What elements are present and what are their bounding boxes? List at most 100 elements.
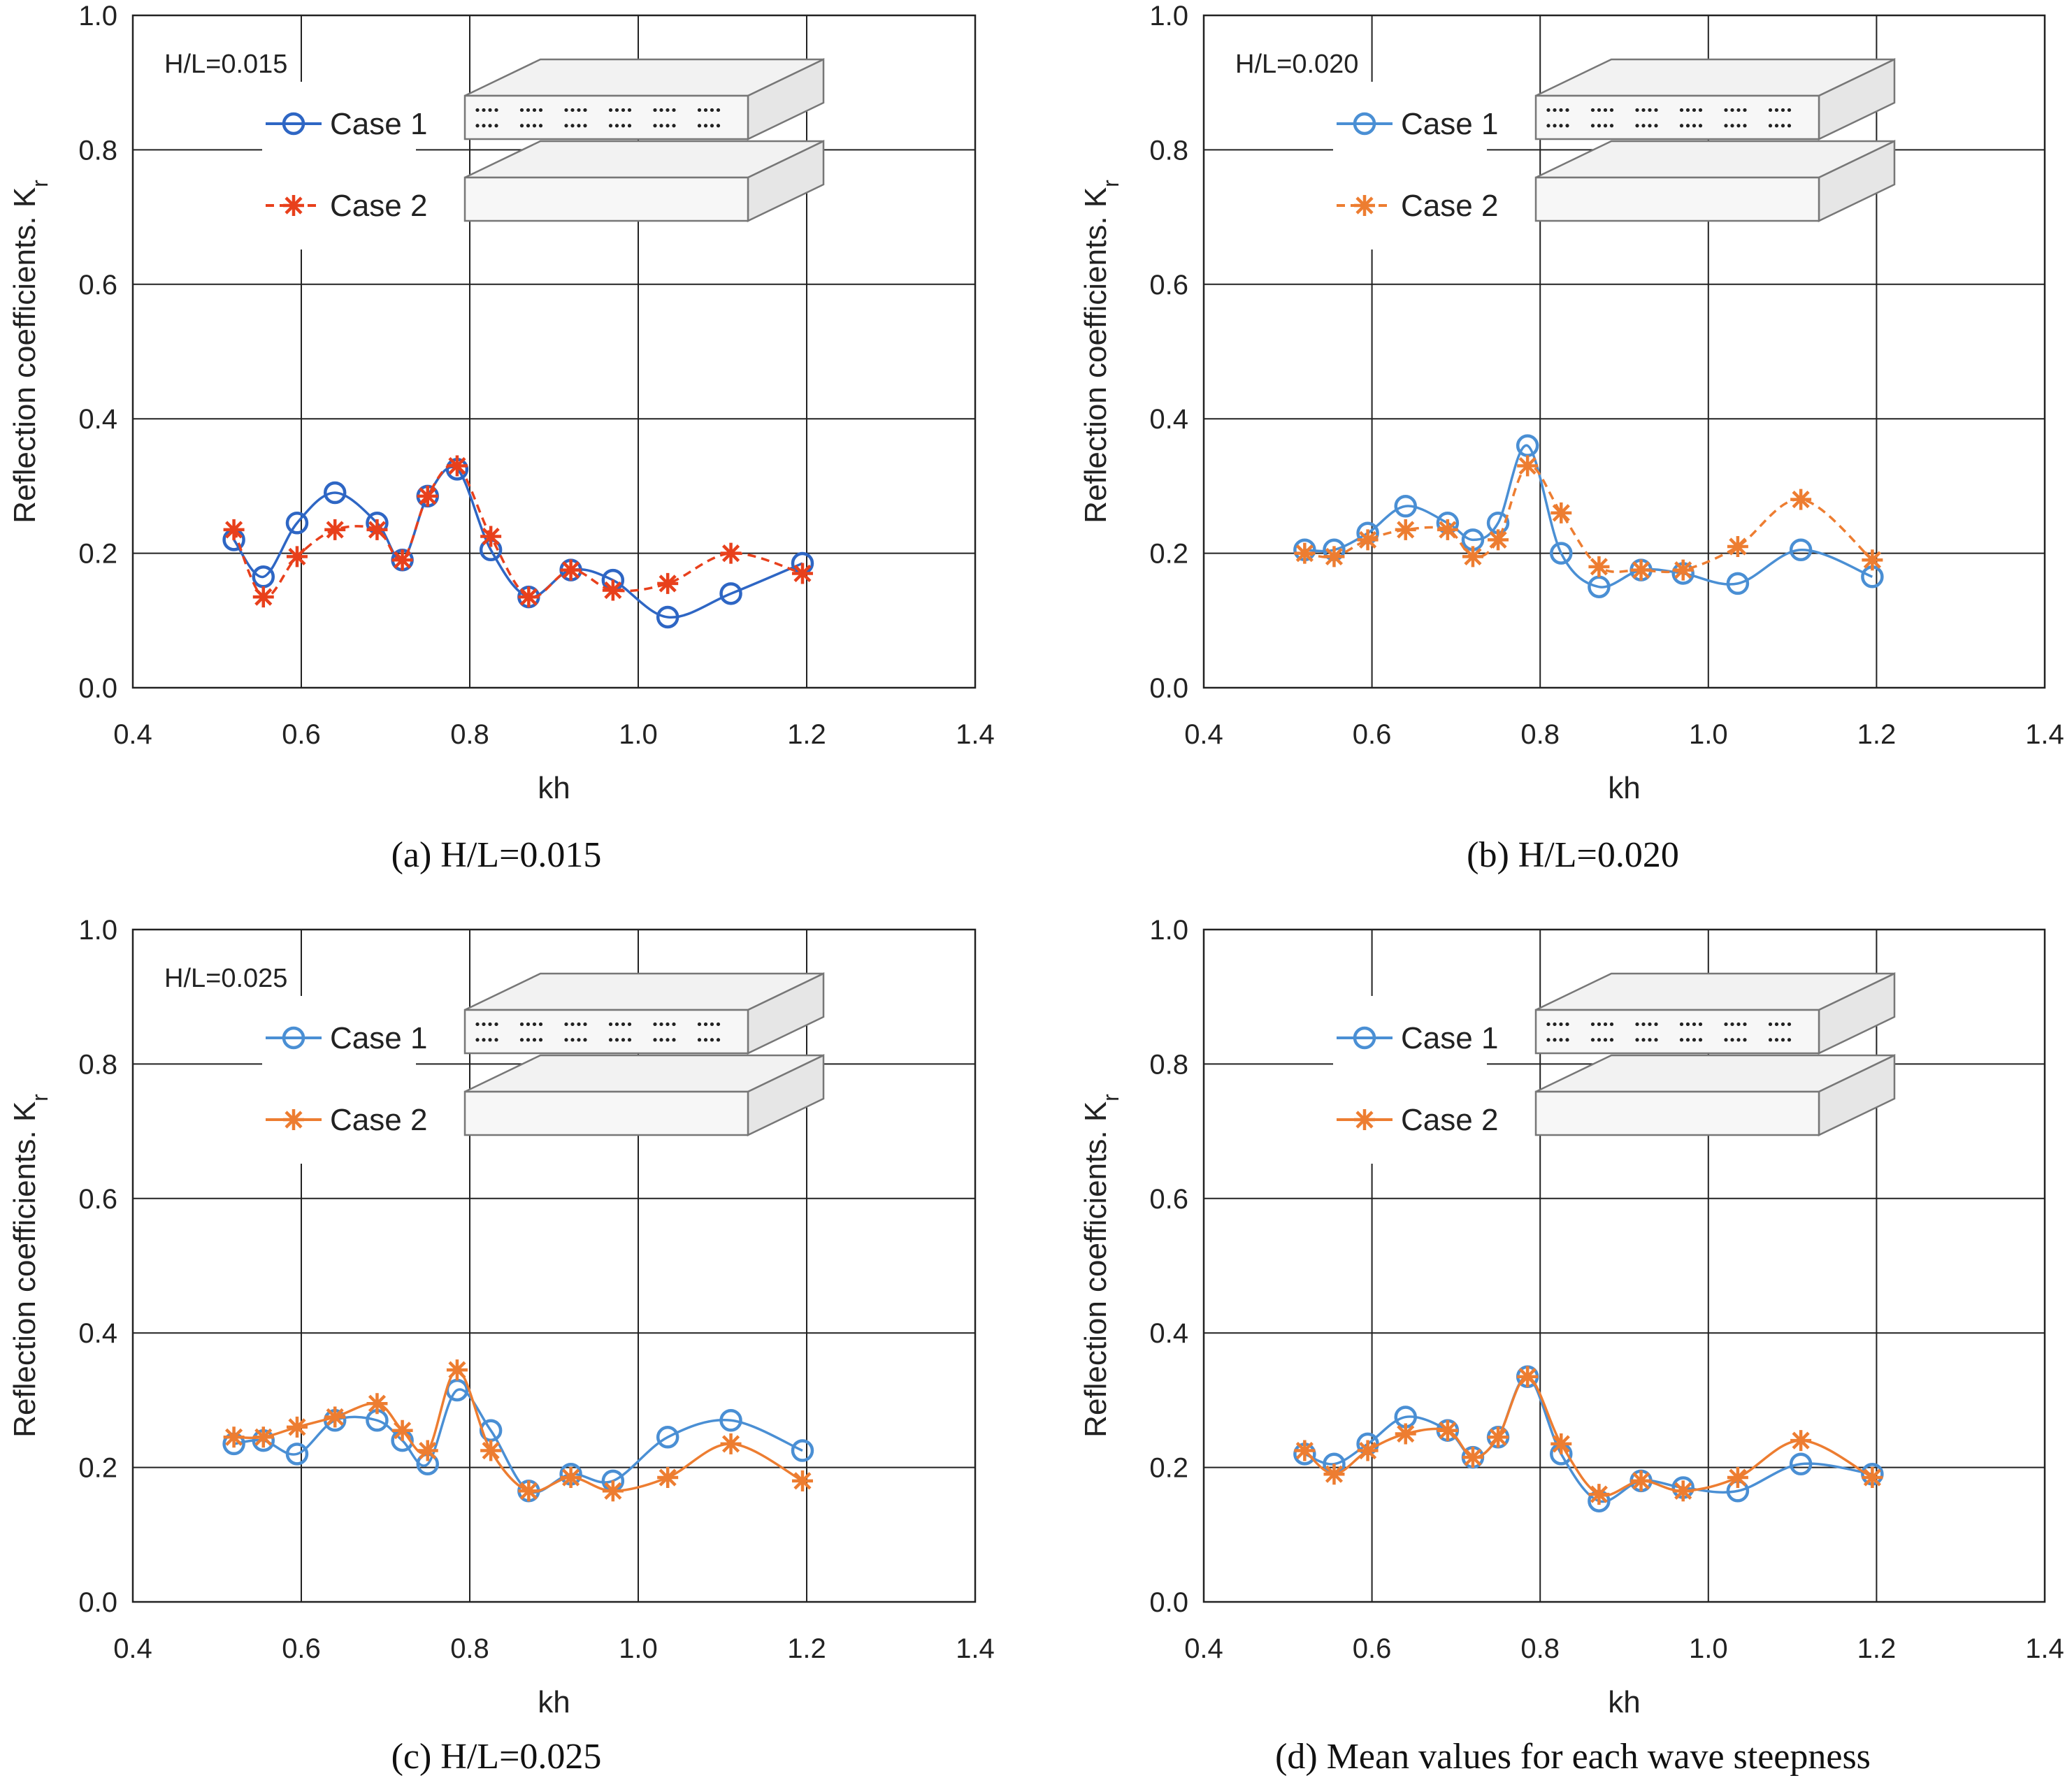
perforation-hole (1597, 1038, 1602, 1042)
perforation-hole (583, 1022, 587, 1027)
perforation-hole (672, 1022, 676, 1027)
data-point-circle (285, 1443, 309, 1466)
data-point-star (791, 1470, 813, 1491)
box-front-face (1534, 1009, 1820, 1055)
perforation-hole (1698, 1022, 1703, 1027)
data-point-star (417, 485, 438, 507)
perforation-hole (1597, 1022, 1602, 1027)
legend-entry-2: Case 2 (1337, 1103, 1498, 1137)
perforation-hole (703, 1038, 708, 1042)
box-front-face (463, 94, 749, 140)
series-1 (222, 458, 814, 629)
perforation-hole (1692, 1022, 1697, 1027)
data-point-star (417, 1440, 438, 1461)
data-point-star (286, 546, 308, 568)
y-tick-label: 1.0 (1149, 915, 1188, 946)
perforation-hole (710, 1038, 714, 1042)
x-tick-label: 0.8 (1520, 719, 1560, 750)
data-point-circle (656, 605, 679, 629)
perforation-hole (1565, 1022, 1569, 1027)
perforation-hole (1565, 1038, 1569, 1042)
legend-marker-circle (1353, 1026, 1376, 1050)
data-point-star (252, 1426, 274, 1448)
legend-entry-1: Case 1 (266, 1021, 427, 1055)
perforation-hole (1603, 1022, 1608, 1027)
perforation-hole (1546, 1022, 1550, 1027)
legend-marker-circle (1353, 112, 1376, 136)
perforation-hole (577, 124, 581, 128)
plot-frame (1202, 14, 2046, 689)
perforation-hole (621, 124, 626, 128)
legend-background (1333, 82, 1487, 250)
x-tick-label: 1.2 (787, 1633, 826, 1664)
perforation-hole (1609, 124, 1614, 128)
data-point-star (1437, 1419, 1458, 1441)
x-tick-label: 0.4 (1184, 719, 1223, 750)
perforation-hole (1565, 108, 1569, 113)
perforation-hole (697, 1022, 702, 1027)
perforation-hole (614, 108, 619, 113)
panel-caption: (b) H/L=0.020 (1467, 835, 1679, 875)
perforation-hole (1679, 1022, 1684, 1027)
perforation-hole (494, 1038, 498, 1042)
box-front-face (1534, 176, 1820, 222)
y-tick-label: 0.6 (78, 1184, 117, 1215)
perforation-hole (653, 1038, 657, 1042)
data-point-star (1488, 529, 1509, 551)
x-tick-label: 0.6 (1353, 719, 1392, 750)
y-axis-label-subscript: r (27, 180, 52, 187)
data-point-star (1630, 1470, 1652, 1491)
data-point-star (720, 1433, 742, 1454)
perforation-hole (1768, 124, 1773, 128)
chart-panel-a: 0.4 0.6 0.8 1.0 1.2 1.4 0.0 0.2 0.4 0.6 0.8 1.0 kh Re… (8, 1, 995, 875)
perforation-hole (1780, 1038, 1785, 1042)
perforation-hole (1641, 1022, 1646, 1027)
data-point-star (391, 549, 413, 571)
y-tick-label: 0.2 (1149, 539, 1188, 570)
y-axis-label: Reflection coefficients. Kr (1079, 1094, 1123, 1438)
data-point-star (518, 1480, 540, 1502)
perforation-hole (526, 1022, 531, 1027)
steepness-annotation: H/L=0.020 (1235, 50, 1358, 79)
y-tick-label: 0.0 (78, 1587, 117, 1618)
perforation-hole (703, 1022, 708, 1027)
legend-label: Case 1 (330, 1021, 427, 1055)
perforation-hole (1553, 108, 1557, 113)
data-point-star (1672, 559, 1694, 581)
perforation-hole (710, 124, 714, 128)
perforation-hole (665, 1022, 670, 1027)
data-point-circle (719, 582, 742, 605)
data-point-star (560, 1467, 582, 1489)
x-tick-label: 1.0 (1689, 1633, 1728, 1664)
x-tick-label: 1.4 (956, 719, 995, 750)
perforation-hole (475, 108, 480, 113)
solid-plate-schematic (463, 140, 825, 222)
perforation-hole (1590, 1038, 1595, 1042)
perforation-hole (1648, 124, 1652, 128)
data-point-star (1294, 1440, 1316, 1461)
perforation-hole (1685, 1022, 1690, 1027)
perforation-hole (1603, 124, 1608, 128)
x-tick-label: 1.0 (1689, 719, 1728, 750)
perforation-hole (697, 1038, 702, 1042)
data-point-star (252, 586, 274, 608)
perforation-hole (570, 124, 575, 128)
chart-panel-c: 0.4 0.6 0.8 1.0 1.2 1.4 0.0 0.2 0.4 0.6 0.8 1.0 kh Re… (8, 915, 995, 1777)
plot-frame (1202, 928, 2046, 1603)
x-tick-label: 1.4 (956, 1633, 995, 1664)
y-tick-label: 0.4 (1149, 1318, 1188, 1349)
perforated-plate-schematic (1534, 972, 1896, 1055)
perforation-hole (1603, 1038, 1608, 1042)
x-tick-label: 0.8 (1520, 1633, 1560, 1664)
perforation-hole (570, 1038, 575, 1042)
perforation-hole (697, 108, 702, 113)
perforation-hole (1648, 108, 1652, 113)
data-point-star (1357, 1440, 1379, 1461)
y-axis-label: Reflection coefficients. Kr (8, 180, 52, 523)
perforation-hole (538, 124, 543, 128)
data-point-star (1323, 1464, 1345, 1485)
data-point-circle (1789, 1452, 1813, 1476)
perforation-hole (608, 108, 613, 113)
perforation-hole (672, 124, 676, 128)
